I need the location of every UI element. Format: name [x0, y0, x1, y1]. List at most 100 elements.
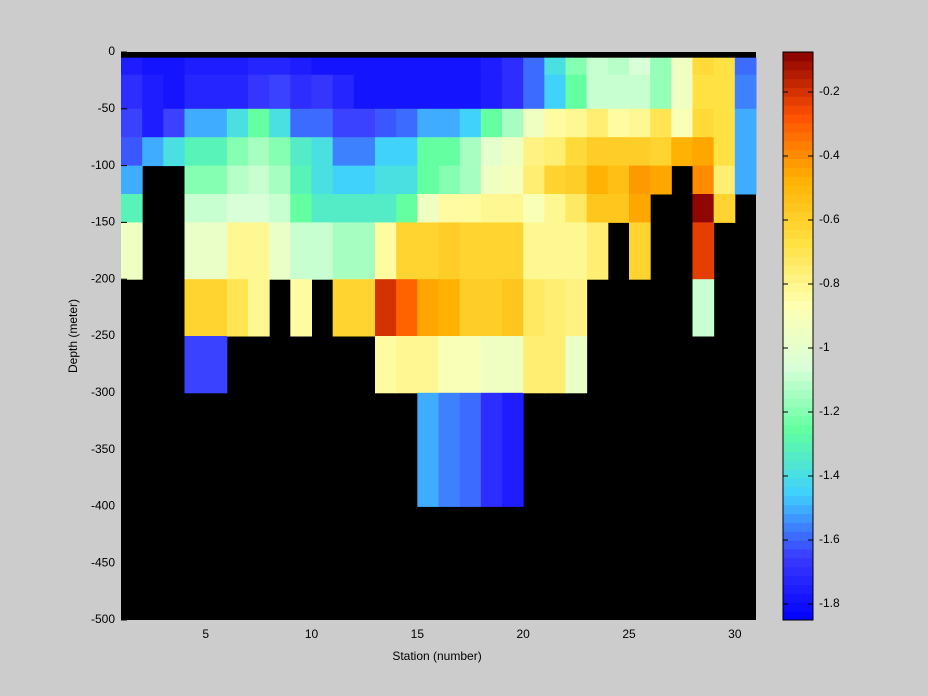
heatmap-cell: [248, 57, 270, 76]
heatmap-cell: [459, 137, 482, 167]
colorbar-band: [783, 575, 813, 585]
heatmap-cell: [121, 108, 143, 138]
heatmap-cell: [396, 194, 418, 223]
colorbar-band: [783, 96, 813, 106]
heatmap-cell: [248, 222, 270, 280]
heatmap-cell: [332, 74, 355, 110]
colorbar-band: [783, 557, 813, 568]
colorbar-tick-label: -0.2: [819, 84, 840, 98]
x-tick-label: 10: [305, 627, 319, 641]
heatmap-cell: [269, 194, 291, 223]
heatmap-cell: [396, 336, 418, 394]
colorbar-band: [783, 87, 813, 97]
colorbar-band: [783, 469, 813, 479]
heatmap-cell: [396, 279, 418, 337]
colorbar-band: [783, 282, 813, 293]
heatmap-cell: [438, 165, 461, 195]
heatmap-cell: [438, 222, 461, 280]
x-tick-label: 30: [728, 627, 742, 641]
heatmap-cell: [692, 137, 715, 167]
heatmap-cell: [459, 165, 482, 195]
heatmap-cell: [565, 165, 588, 195]
colorbar-band: [783, 176, 813, 186]
colorbar-band: [783, 273, 813, 284]
heatmap-cell: [417, 336, 439, 394]
heatmap-cell: [226, 279, 249, 337]
heatmap-cell: [459, 194, 482, 223]
colorbar-band: [783, 327, 813, 337]
heatmap-cell: [353, 108, 376, 138]
heatmap-cell: [502, 392, 524, 507]
heatmap-cell: [586, 57, 609, 76]
heatmap-cell: [438, 74, 461, 110]
heatmap-cell: [142, 74, 164, 110]
heatmap-cell: [248, 108, 270, 138]
heatmap-cell: [565, 222, 588, 280]
y-axis-label: Depth (meter): [66, 299, 80, 373]
heatmap-cell: [417, 57, 439, 76]
heatmap-cell: [417, 392, 439, 507]
heatmap-cell: [163, 74, 185, 110]
heatmap-cell: [269, 165, 291, 195]
heatmap-cell: [480, 194, 503, 223]
colorbar-band: [783, 513, 813, 523]
colorbar-band: [783, 478, 813, 488]
heatmap-cell: [671, 74, 693, 110]
colorbar-band: [783, 265, 813, 275]
heatmap-cell: [713, 165, 736, 195]
heatmap-cell: [184, 57, 207, 76]
colorbar-tick-label: -1.6: [819, 532, 840, 546]
colorbar-band: [783, 460, 813, 470]
heatmap-cell: [650, 57, 672, 76]
heatmap-cell: [586, 165, 609, 195]
heatmap-cell: [248, 165, 270, 195]
heatmap-cell: [586, 222, 609, 280]
y-tick-label: -450: [91, 555, 115, 569]
heatmap-cell: [290, 194, 312, 223]
heatmap-cell: [734, 74, 757, 110]
colorbar-band: [783, 60, 813, 71]
heatmap-cell: [480, 137, 503, 167]
heatmap-cell: [459, 57, 482, 76]
heatmap-cell: [226, 137, 249, 167]
heatmap-cell: [311, 74, 334, 110]
heatmap-cell: [438, 279, 461, 337]
heatmap-cell: [438, 194, 461, 223]
y-tick-label: -100: [91, 158, 115, 172]
heatmap-cell: [523, 336, 545, 394]
heatmap-cell: [523, 74, 545, 110]
heatmap-cell: [184, 74, 207, 110]
heatmap-cell: [269, 108, 291, 138]
heatmap-cell: [692, 57, 715, 76]
colorbar-frame: [782, 51, 814, 621]
heatmap-cell: [269, 137, 291, 167]
heatmap-cell: [713, 57, 736, 76]
heatmap-cell: [375, 279, 397, 337]
heatmap-cell: [544, 279, 566, 337]
heatmap-cell: [502, 336, 524, 394]
heatmap-cell: [417, 222, 439, 280]
heatmap-cell: [311, 222, 334, 280]
heatmap-cell: [142, 137, 164, 167]
heatmap-cell: [184, 279, 207, 337]
heatmap-cell: [523, 279, 545, 337]
heatmap-cell: [650, 165, 672, 195]
colorbar-band: [783, 540, 813, 550]
heatmap-cell: [290, 165, 312, 195]
heatmap-cell: [544, 222, 566, 280]
heatmap-cell: [629, 194, 651, 223]
heatmap-cell: [121, 57, 143, 76]
heatmap-cell: [353, 165, 376, 195]
heatmap-cell: [417, 137, 439, 167]
heatmap-cell: [226, 194, 249, 223]
y-tick-label: -150: [91, 215, 115, 229]
colorbar-band: [783, 424, 813, 435]
heatmap-cell: [734, 165, 757, 195]
heatmap-cell: [396, 165, 418, 195]
heatmap-cell: [311, 194, 334, 223]
heatmap-cell: [459, 222, 482, 280]
heatmap-cell: [396, 57, 418, 76]
colorbar-band: [783, 229, 813, 239]
colorbar-band: [783, 504, 813, 514]
heatmap-cell: [396, 74, 418, 110]
